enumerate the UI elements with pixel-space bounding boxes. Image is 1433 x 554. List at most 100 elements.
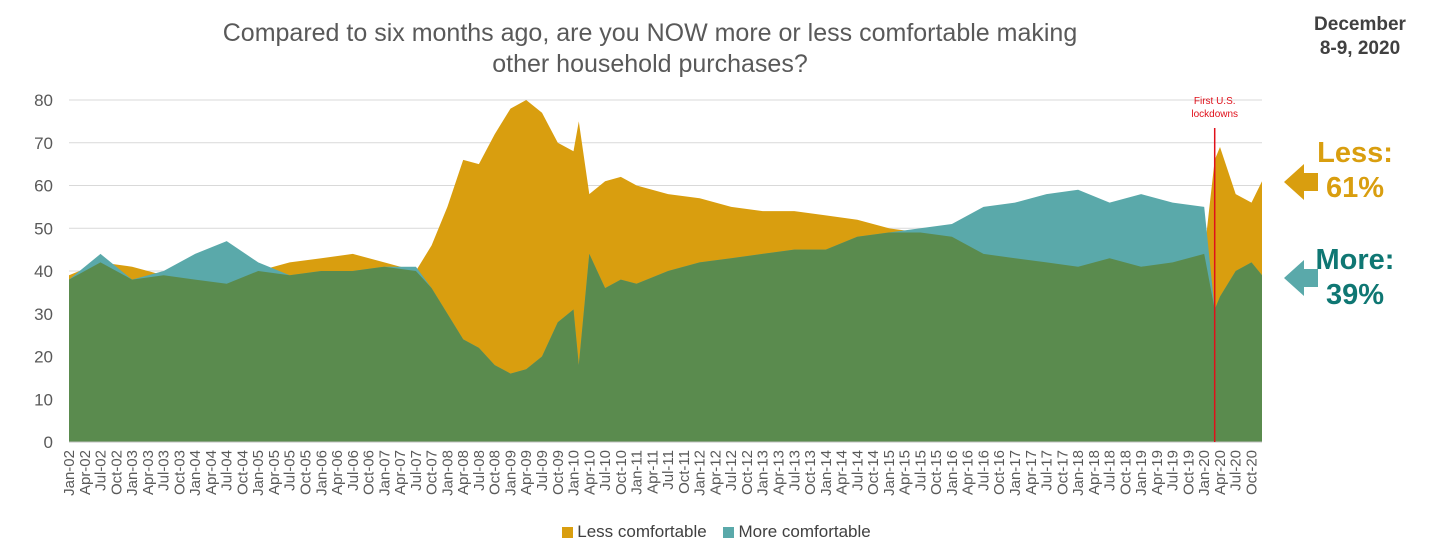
x-tick-label: Apr-08 [455,450,472,495]
chart-title-line2: other household purchases? [492,50,808,78]
x-tick-label: Jan-18 [1070,450,1087,496]
x-tick-label: Jan-14 [818,450,835,496]
x-tick-label: Apr-15 [897,450,914,495]
chart-title-line1: Compared to six months ago, are you NOW … [222,19,1078,47]
chart-title: Compared to six months ago, are you NOW … [120,18,1180,80]
more-callout-label: More: [1315,244,1395,276]
more-callout: More: 39% [1300,243,1410,313]
x-tick-label: Jan-02 [61,450,78,496]
more-arrow-shape [1284,260,1318,296]
less-callout-label: Less: [1317,137,1393,169]
x-tick-label: Jan-16 [944,450,961,496]
x-tick-label: Apr-07 [392,450,409,495]
y-tick-label: 20 [34,348,53,367]
x-tick-label: Jul-10 [597,450,614,491]
x-tick-label: Oct-14 [865,450,882,495]
x-tick-label: Jul-16 [976,450,993,491]
x-tick-label: Jul-08 [471,450,488,491]
x-tick-label: Jul-07 [408,450,425,491]
x-tick-label: Jul-13 [786,450,803,491]
less-callout: Less: 61% [1300,136,1410,206]
x-tick-label: Apr-02 [77,450,94,495]
x-tick-label: Oct-06 [361,450,378,495]
x-tick-label: Jan-08 [439,450,456,496]
x-tick-label: Jan-20 [1196,450,1213,496]
x-tick-label: Jan-17 [1007,450,1024,496]
legend-item-less: Less comfortable [562,522,707,542]
x-tick-label: Apr-05 [266,450,283,495]
x-tick-label: Jan-10 [566,450,583,496]
x-tick-label: Apr-16 [960,450,977,495]
x-tick-label: Oct-07 [424,450,441,495]
x-tick-label: Oct-10 [613,450,630,495]
x-tick-label: Jul-17 [1039,450,1056,491]
x-tick-label: Apr-03 [140,450,157,495]
less-arrow-icon [1284,164,1318,200]
x-tick-label: Jul-11 [660,450,677,490]
x-tick-label: Oct-11 [676,450,693,494]
less-callout-value: 61% [1325,172,1385,204]
y-tick-label: 50 [34,219,53,238]
y-tick-label: 10 [34,390,53,409]
legend-label-more: More comfortable [738,522,871,541]
x-tick-label: Apr-19 [1149,450,1166,495]
x-tick-label: Oct-05 [298,450,315,495]
legend-swatch-more [723,527,735,538]
legend-swatch-less [562,527,574,538]
x-tick-label: Jan-07 [376,450,393,496]
x-tick-label: Jan-04 [187,450,204,496]
annotation-text-line2: lockdowns [1191,109,1238,120]
area-series [69,100,1262,443]
x-tick-label: Jan-09 [503,450,520,496]
x-tick-label: Jul-05 [282,450,299,491]
x-tick-label: Jan-06 [313,450,330,496]
legend-label-less: Less comfortable [577,522,707,541]
x-tick-label: Jul-15 [912,450,929,491]
x-tick-label: Oct-09 [550,450,567,495]
x-tick-label: Jul-06 [345,450,362,491]
x-tick-label: Oct-02 [108,450,125,495]
x-tick-label: Jan-03 [124,450,141,496]
x-tick-label: Apr-04 [203,450,220,495]
x-tick-label: Jul-14 [849,450,866,491]
x-tick-label: Apr-18 [1086,450,1103,495]
x-tick-label: Jan-13 [755,450,772,496]
survey-date: December 8-9, 2020 [1290,13,1430,61]
x-tick-label: Jul-04 [219,450,236,491]
x-tick-label: Oct-16 [991,450,1008,495]
x-tick-label: Jan-12 [692,450,709,496]
x-tick-label: Apr-09 [518,450,535,495]
survey-date-line1: December [1314,14,1406,35]
x-tick-label: Oct-15 [928,450,945,495]
x-tick-label: Oct-13 [802,450,819,495]
legend-item-more: More comfortable [723,522,871,542]
y-axis: 0 10 20 30 40 50 60 70 80 [34,91,53,452]
survey-date-line2: 8-9, 2020 [1319,38,1401,59]
x-tick-label: Oct-20 [1244,450,1261,495]
x-tick-label: Oct-08 [487,450,504,495]
y-tick-label: 30 [34,305,53,324]
x-tick-label: Oct-18 [1117,450,1134,495]
x-tick-label: Jul-03 [156,450,173,491]
x-tick-label: Oct-03 [171,450,188,495]
more-callout-value: 39% [1325,279,1385,311]
y-tick-label: 70 [34,134,53,153]
x-tick-label: Apr-20 [1212,450,1229,495]
x-tick-label: Jan-15 [881,450,898,496]
x-tick-label: Jul-12 [723,450,740,491]
x-axis: Jan-02Apr-02Jul-02Oct-02Jan-03Apr-03Jul-… [61,450,1261,496]
x-tick-label: Apr-11 [644,450,661,494]
x-tick-label: Apr-13 [771,450,788,495]
x-tick-label: Jul-18 [1102,450,1119,491]
x-tick-label: Apr-06 [329,450,346,495]
x-tick-label: Jul-20 [1228,450,1245,491]
x-tick-label: Oct-19 [1180,450,1197,495]
less-arrow-shape [1284,164,1318,200]
y-tick-label: 80 [34,91,53,110]
x-tick-label: Oct-04 [234,450,251,495]
x-tick-label: Jan-05 [250,450,267,496]
annotation-text-line1: First U.S. [1194,96,1236,107]
overlap-area [69,232,1262,442]
x-tick-label: Apr-14 [834,450,851,495]
